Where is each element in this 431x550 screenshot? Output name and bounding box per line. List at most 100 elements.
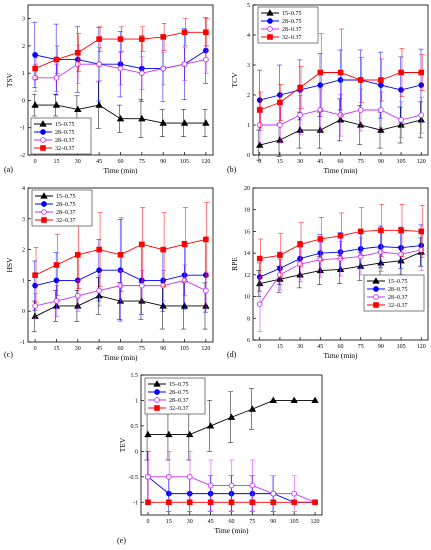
- panel-d: 0 15 30 45 60 75 90 105 120 6 8 10 12 14 16 18 20 Time (m…: [227, 186, 429, 360]
- x-tick-label: 0: [258, 344, 261, 350]
- legend-label: 28–0.75: [169, 390, 189, 396]
- data-point: [398, 69, 404, 76]
- data-point: [418, 247, 425, 253]
- data-point: [138, 277, 145, 284]
- data-point: [166, 499, 172, 506]
- x-tick-label: 90: [160, 346, 166, 352]
- data-point: [180, 119, 189, 126]
- legend-marker: [154, 389, 160, 395]
- data-point: [139, 241, 145, 248]
- y-tick-label: 1: [135, 398, 138, 404]
- x-tick-label: 105: [180, 346, 189, 352]
- y-tick-label: 0: [22, 309, 25, 315]
- data-point: [398, 87, 404, 93]
- legend-marker: [153, 380, 161, 387]
- x-tick-label: 60: [229, 519, 235, 525]
- data-point: [117, 36, 124, 42]
- x-tick-label: 15: [53, 159, 59, 165]
- x-axis-label: Time (min): [103, 166, 138, 175]
- x-tick-label: 30: [297, 344, 303, 350]
- panel-a: 0 15 30 45 60 75 90 105 120 -2 -1 0 1 2 3 Time (min) TSV…: [4, 4, 214, 175]
- data-point: [74, 56, 81, 63]
- data-point: [96, 287, 103, 294]
- x-tick-label: 0: [146, 519, 149, 525]
- legend-label: 28–0.37: [55, 138, 75, 144]
- data-point: [317, 250, 324, 256]
- y-tick-label: 1: [22, 278, 25, 284]
- y-tick-label: 12: [244, 273, 250, 279]
- y-tick-label: 2: [247, 93, 250, 99]
- data-point: [398, 227, 404, 234]
- data-point: [311, 396, 319, 404]
- data-point: [160, 277, 167, 284]
- y-tick-label: 20: [244, 186, 250, 192]
- legend: 15–0.75 28–0.75 28–0.37 32–0.37: [363, 274, 425, 312]
- data-point: [297, 255, 303, 262]
- x-tick-label: 60: [118, 346, 124, 352]
- data-point: [181, 29, 188, 36]
- data-point: [206, 422, 215, 429]
- legend-label: 28–0.37: [169, 398, 189, 404]
- x-tick-label: 60: [338, 159, 344, 165]
- data-point: [165, 473, 172, 480]
- data-point: [277, 92, 283, 98]
- data-point: [138, 65, 145, 72]
- data-point: [203, 236, 209, 243]
- data-point: [75, 252, 81, 258]
- data-point: [74, 61, 81, 68]
- data-point: [117, 282, 124, 289]
- legend-marker: [373, 294, 379, 300]
- data-point: [357, 77, 364, 83]
- data-point: [397, 121, 405, 128]
- x-tick-label: 75: [358, 344, 364, 350]
- data-point: [270, 499, 277, 506]
- data-point: [186, 499, 193, 506]
- data-point: [256, 141, 264, 148]
- data-point: [357, 253, 364, 260]
- data-point: [160, 246, 166, 253]
- legend-marker: [373, 286, 379, 292]
- legend-label: 32–0.37: [56, 218, 76, 224]
- data-point: [277, 122, 283, 128]
- y-axis-label: RPE: [230, 257, 239, 271]
- y-tick-label: 1.5: [131, 373, 139, 379]
- legend-marker: [267, 26, 273, 32]
- data-point: [31, 312, 39, 320]
- data-point: [165, 430, 173, 438]
- data-point: [256, 107, 263, 113]
- data-point: [202, 119, 210, 126]
- data-point: [249, 490, 256, 497]
- legend-marker: [39, 120, 47, 127]
- x-axis-label: Time (min): [323, 351, 358, 360]
- data-point: [138, 70, 145, 77]
- data-point: [117, 252, 124, 258]
- data-point: [32, 282, 38, 289]
- series-15–0.75: [144, 388, 319, 461]
- legend-marker: [372, 277, 380, 284]
- data-point: [418, 69, 425, 76]
- y-tick-label: 3: [22, 17, 25, 23]
- series-32–0.37: [32, 18, 210, 80]
- y-tick-label: 0: [135, 449, 138, 455]
- data-point: [228, 482, 235, 489]
- data-point: [145, 499, 151, 506]
- legend-marker: [154, 405, 160, 411]
- y-tick-label: 0: [22, 98, 25, 104]
- series-line: [259, 79, 422, 101]
- legend: 15–0.75 28–0.75 28–0.37 32–0.37: [30, 117, 92, 155]
- x-tick-label: 45: [96, 159, 102, 165]
- x-tick-label: 90: [160, 159, 166, 165]
- data-point: [53, 298, 60, 304]
- data-point: [317, 236, 324, 242]
- data-point: [291, 490, 298, 497]
- legend-label: 28–0.37: [282, 27, 302, 33]
- data-point: [227, 413, 236, 420]
- series-32–0.37: [256, 204, 425, 279]
- data-point: [256, 122, 263, 128]
- legend-label: 15–0.75: [282, 11, 302, 17]
- series-28–0.75: [256, 224, 425, 292]
- x-tick-label: 60: [338, 344, 344, 350]
- data-point: [32, 52, 38, 58]
- data-point: [397, 256, 405, 264]
- data-point: [186, 473, 193, 480]
